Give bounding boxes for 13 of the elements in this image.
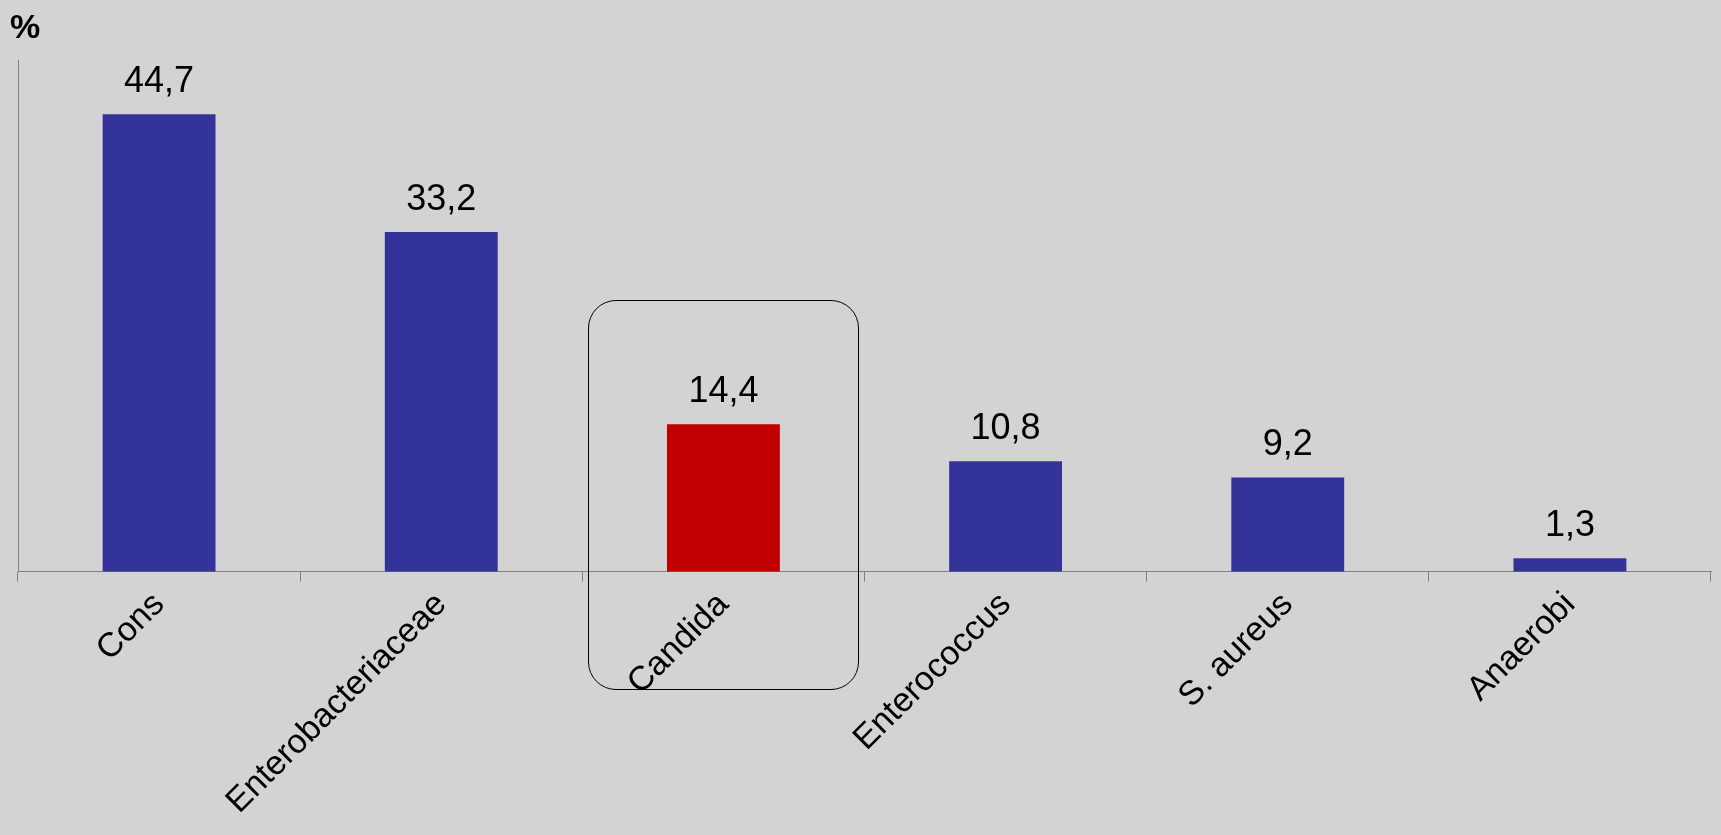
bar xyxy=(102,114,216,572)
bar xyxy=(1513,558,1627,572)
data-label: 33,2 xyxy=(406,176,477,218)
bar xyxy=(949,461,1063,572)
bar xyxy=(666,424,780,572)
data-label: 1,3 xyxy=(1544,503,1595,545)
data-label: 14,4 xyxy=(688,369,759,411)
y-axis-title: % xyxy=(10,7,41,46)
data-label: 9,2 xyxy=(1262,422,1313,464)
data-label: 10,8 xyxy=(970,406,1041,448)
bar xyxy=(1231,477,1345,572)
bar xyxy=(384,231,498,572)
data-label: 44,7 xyxy=(124,59,195,101)
